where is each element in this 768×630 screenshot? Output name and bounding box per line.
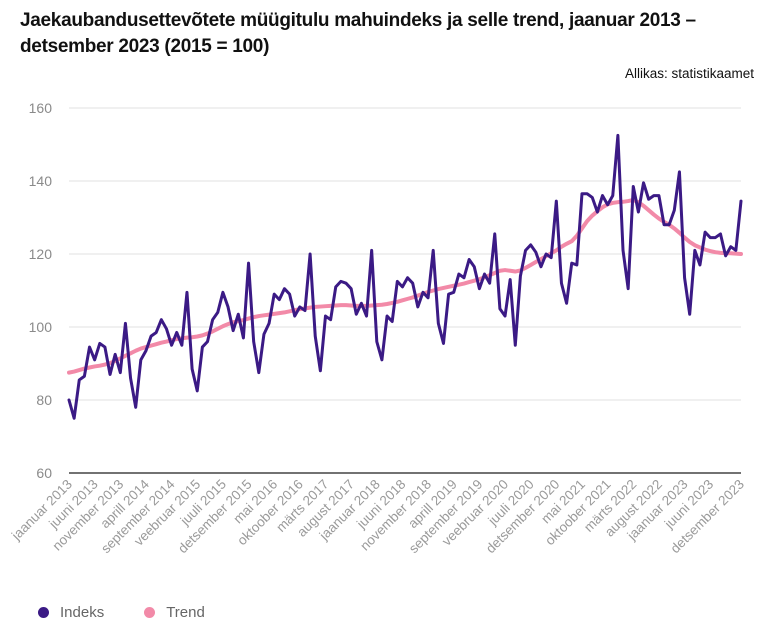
legend: Indeks Trend — [38, 604, 245, 621]
legend-dot-icon — [38, 607, 49, 618]
series-lines — [67, 133, 743, 420]
y-tick-label: 80 — [36, 392, 52, 408]
y-tick-label: 120 — [29, 246, 53, 262]
legend-label: Indeks — [60, 604, 105, 621]
source-label: Allikas: statistikaamet — [624, 66, 754, 81]
y-axis-ticks: 60 80 100 120 140 160 — [29, 100, 53, 481]
legend-label: Trend — [166, 604, 205, 621]
legend-item-indeks[interactable]: Indeks — [38, 604, 104, 621]
legend-dot-icon — [144, 607, 156, 618]
y-tick-label: 140 — [29, 173, 53, 189]
y-tick-label: 100 — [29, 319, 53, 335]
legend-item-trend[interactable]: Trend — [144, 604, 205, 621]
series-line-trend — [67, 197, 743, 375]
y-tick-label: 160 — [29, 100, 53, 116]
series-line-indeks — [67, 133, 743, 420]
chart-title: Jaekaubandusettevõtete müügitulu mahuind… — [20, 10, 696, 57]
gridlines — [69, 107, 741, 401]
y-tick-label: 60 — [36, 465, 52, 481]
